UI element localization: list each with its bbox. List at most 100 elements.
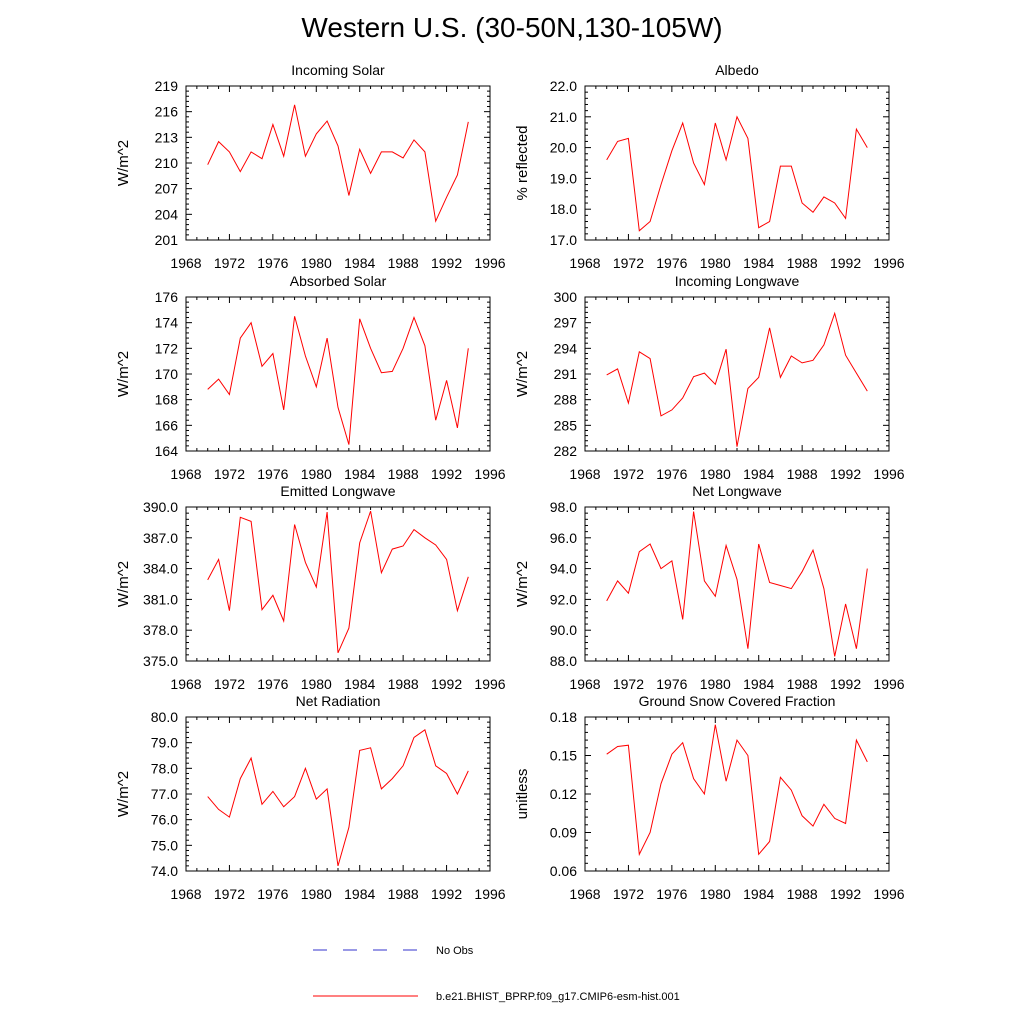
x-tick-label: 1968 (170, 466, 201, 482)
y-tick-label: 219 (155, 78, 179, 94)
y-tick-label: 0.15 (550, 748, 577, 764)
y-tick-label: 0.18 (550, 709, 577, 725)
y-tick-label: 90.0 (550, 622, 577, 638)
panel-title: Ground Snow Covered Fraction (639, 693, 836, 709)
plot-frame (185, 716, 491, 872)
x-tick-label: 1968 (569, 676, 600, 692)
x-tick-label: 1972 (613, 886, 644, 902)
y-tick-label: 288 (554, 392, 578, 408)
x-tick-label: 1980 (700, 676, 731, 692)
y-tick-label: 166 (155, 417, 179, 433)
y-tick-label: 17.0 (550, 232, 577, 248)
y-tick-label: 76.0 (151, 812, 178, 828)
y-tick-label: 74.0 (151, 863, 178, 879)
series-line (606, 511, 868, 657)
y-tick-label: 216 (155, 104, 179, 120)
y-tick-label: 78.0 (151, 760, 178, 776)
panel-title: Incoming Longwave (675, 273, 800, 289)
x-tick-label: 1988 (388, 886, 419, 902)
x-tick-label: 1972 (613, 676, 644, 692)
page-title: Western U.S. (30-50N,130-105W) (301, 12, 723, 43)
series-line (606, 311, 868, 447)
panel-emitted-longwave: Emitted Longwave 375.0 378.0 381.0 384.0 387.… (115, 483, 506, 692)
plot-frame (185, 296, 491, 452)
panel-incoming-solar: Incoming Solar 201 204 207 210 213 216 219 1968 1… (115, 62, 506, 271)
x-tick-label: 1980 (301, 676, 332, 692)
x-tick-label: 1972 (214, 676, 245, 692)
panel-title: Emitted Longwave (280, 483, 395, 499)
y-tick-label: 0.06 (550, 863, 577, 879)
y-tick-label: 176 (155, 289, 179, 305)
series-line (207, 316, 469, 445)
y-tick-label: 300 (554, 289, 578, 305)
x-tick-label: 1984 (344, 466, 375, 482)
x-tick-label: 1972 (214, 466, 245, 482)
x-tick-label: 1996 (474, 676, 505, 692)
panel-net-longwave: Net Longwave 88.0 90.0 92.0 94.0 96.0 98.0 1968… (514, 483, 905, 692)
x-tick-label: 1992 (431, 466, 462, 482)
y-tick-label: 96.0 (550, 530, 577, 546)
x-tick-label: 1976 (257, 466, 288, 482)
legend: No Obs b.e21.BHIST_BPRP.f09_g17.CMIP6-es… (313, 945, 680, 1003)
x-tick-label: 1996 (873, 676, 904, 692)
plot-frame (185, 85, 491, 241)
y-tick-label: 77.0 (151, 786, 178, 802)
x-tick-label: 1992 (830, 886, 861, 902)
x-tick-label: 1992 (830, 466, 861, 482)
y-tick-label: 80.0 (151, 709, 178, 725)
x-tick-label: 1976 (257, 255, 288, 271)
x-tick-label: 1988 (787, 886, 818, 902)
x-tick-label: 1972 (214, 886, 245, 902)
y-tick-label: 201 (155, 232, 179, 248)
x-tick-label: 1996 (873, 255, 904, 271)
y-tick-label: 387.0 (143, 530, 178, 546)
x-tick-label: 1980 (301, 466, 332, 482)
y-axis-label: unitless (514, 769, 531, 820)
y-tick-label: 18.0 (550, 201, 577, 217)
y-tick-label: 0.12 (550, 786, 577, 802)
series-line (207, 104, 469, 223)
y-tick-label: 22.0 (550, 78, 577, 94)
x-tick-label: 1968 (569, 466, 600, 482)
x-tick-label: 1980 (700, 466, 731, 482)
plot-frame (584, 296, 890, 452)
x-tick-label: 1988 (388, 676, 419, 692)
y-tick-label: 164 (155, 443, 179, 459)
series-line (606, 724, 868, 857)
x-tick-label: 1992 (830, 676, 861, 692)
y-tick-label: 20.0 (550, 140, 577, 156)
x-tick-label: 1968 (170, 255, 201, 271)
y-tick-label: 285 (554, 417, 578, 433)
x-tick-label: 1984 (743, 676, 774, 692)
y-axis-label: W/m^2 (115, 771, 132, 817)
x-tick-label: 1984 (743, 255, 774, 271)
y-axis-label: W/m^2 (115, 561, 132, 607)
y-tick-label: 204 (155, 206, 179, 222)
x-tick-label: 1980 (700, 255, 731, 271)
y-tick-label: 174 (155, 315, 179, 331)
x-tick-label: 1976 (656, 676, 687, 692)
y-tick-label: 291 (554, 366, 578, 382)
panel-title: Albedo (715, 62, 759, 78)
x-tick-label: 1992 (830, 255, 861, 271)
x-tick-label: 1992 (431, 886, 462, 902)
x-tick-label: 1996 (474, 886, 505, 902)
legend-label-no-obs: No Obs (436, 945, 474, 957)
panel-title: Absorbed Solar (290, 273, 387, 289)
x-tick-label: 1996 (474, 466, 505, 482)
y-tick-label: 381.0 (143, 591, 178, 607)
x-tick-label: 1976 (257, 676, 288, 692)
y-tick-label: 98.0 (550, 499, 577, 515)
x-tick-label: 1980 (700, 886, 731, 902)
y-tick-label: 94.0 (550, 561, 577, 577)
x-tick-label: 1988 (388, 255, 419, 271)
panel-net-radiation: Net Radiation 74.0 75.0 76.0 77.0 78.0 79.0 80.… (115, 693, 506, 902)
y-tick-label: 0.09 (550, 825, 577, 841)
series-line (207, 728, 469, 867)
x-tick-label: 1968 (170, 886, 201, 902)
panel-absorbed-solar: Absorbed Solar 164 166 168 170 172 174 176 1968 1… (115, 273, 506, 482)
y-tick-label: 207 (155, 181, 179, 197)
y-tick-label: 168 (155, 392, 179, 408)
series-line (207, 510, 469, 654)
